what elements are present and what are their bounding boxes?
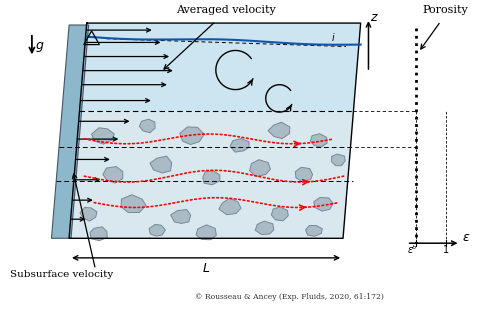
Text: Averaged velocity: Averaged velocity [176, 5, 276, 15]
Polygon shape [250, 160, 270, 176]
Polygon shape [90, 227, 108, 241]
Polygon shape [69, 111, 353, 238]
Text: 1: 1 [443, 245, 449, 255]
Polygon shape [92, 128, 114, 144]
Polygon shape [219, 198, 241, 215]
Text: L: L [203, 261, 210, 275]
Polygon shape [103, 167, 123, 183]
Polygon shape [311, 134, 327, 147]
Polygon shape [80, 207, 97, 221]
Polygon shape [268, 122, 290, 139]
Text: © Rousseau & Ancey (Exp. Fluids, 2020, 61:172): © Rousseau & Ancey (Exp. Fluids, 2020, 6… [195, 293, 384, 301]
Polygon shape [80, 23, 360, 111]
Polygon shape [203, 171, 220, 185]
Text: εᵇ: εᵇ [408, 245, 417, 255]
Text: ε: ε [462, 231, 469, 244]
Text: i: i [331, 33, 334, 43]
Polygon shape [230, 138, 249, 152]
Polygon shape [121, 195, 146, 213]
Polygon shape [255, 221, 274, 235]
Polygon shape [170, 210, 191, 223]
Polygon shape [332, 154, 345, 166]
Polygon shape [306, 226, 322, 236]
Polygon shape [180, 127, 204, 145]
Polygon shape [271, 207, 288, 221]
Text: z: z [371, 11, 377, 24]
Polygon shape [139, 119, 155, 133]
Polygon shape [295, 167, 312, 182]
Polygon shape [149, 224, 166, 236]
Text: Porosity: Porosity [423, 5, 468, 15]
Polygon shape [150, 156, 172, 173]
Polygon shape [196, 225, 216, 240]
Polygon shape [51, 25, 89, 238]
Text: Subsurface velocity: Subsurface velocity [10, 270, 113, 279]
Polygon shape [314, 197, 333, 211]
Text: g: g [36, 40, 44, 53]
